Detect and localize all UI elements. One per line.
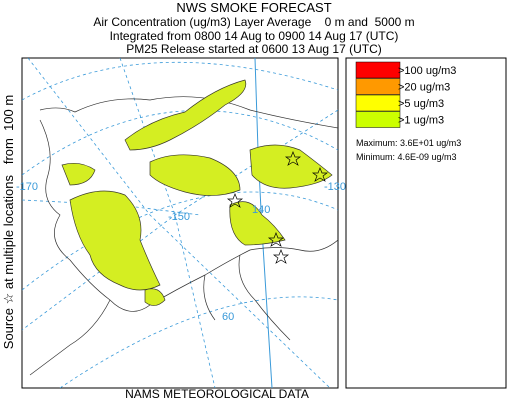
legend-minimum: Minimum: 4.6E-09 ug/m3 [356,152,457,162]
legend-swatch [355,78,401,95]
side-label: Source ☆ at multiple locations from 100 … [1,95,16,349]
source-star [272,249,290,264]
smoke-area [229,201,286,246]
legend-swatch [355,94,401,112]
legend-swatch [355,111,401,128]
graticule [22,110,338,176]
source-star [311,167,329,182]
graticule [22,109,338,331]
map-label: -170 [16,181,38,193]
legend-swatch [355,61,401,79]
map-label: -150 [168,211,190,223]
legend-maximum: Maximum: 3.6E+01 ug/m3 [356,138,461,148]
legend-label: >1 ug/m3 [398,115,444,127]
footer: NAMS METEOROLOGICAL DATA [125,387,309,401]
graticule [119,58,216,388]
border [254,58,273,388]
graticule [59,296,338,388]
subtitle: PM25 Release started at 0600 13 Aug 17 (… [126,42,381,56]
source-star [284,151,302,166]
legend-label: >5 ug/m3 [398,98,444,110]
legend: >100 ug/m3 >20 ug/m3 >5 ug/m3 >1 ug/m3 [345,57,507,389]
smoke-area [69,190,161,291]
smoke-area [61,163,96,186]
title: NWS SMOKE FORECAST [176,0,331,15]
map-label: -130 [324,181,346,193]
subtitle: Integrated from 0800 14 Aug to 0900 14 A… [110,29,399,43]
graticule [22,61,338,101]
graticule [22,191,338,291]
smoke-area [149,154,241,196]
map-label: 60 [222,311,234,323]
map: -170 -150 140 -130 60 [16,57,346,389]
graticule [27,58,331,388]
source-star [226,193,244,208]
smoke-area [124,79,247,151]
legend-label: >20 ug/m3 [398,82,450,94]
coastline [29,96,338,376]
subtitle: Air Concentration (ug/m3) Layer Average … [93,15,414,29]
source-star [267,232,285,247]
legend-label: >100 ug/m3 [398,65,456,77]
smoke-area [249,144,333,189]
smoke-area [144,288,166,306]
map-frame [21,57,339,389]
map-label: 140 [252,204,270,216]
